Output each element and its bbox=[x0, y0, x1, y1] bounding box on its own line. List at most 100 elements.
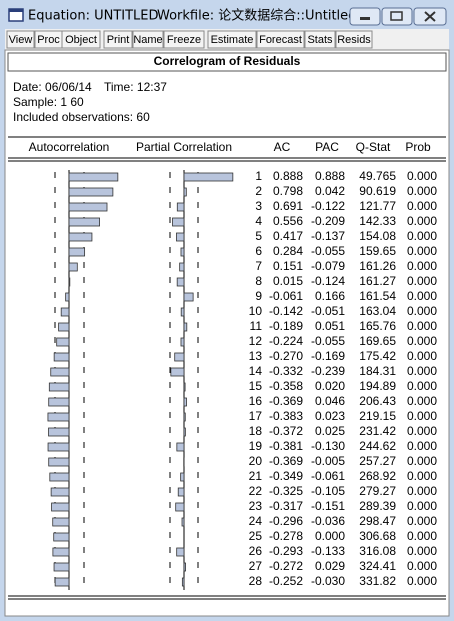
header-box bbox=[7, 52, 447, 72]
pac-bar bbox=[172, 217, 185, 227]
prob: 0.000 bbox=[407, 349, 437, 363]
q-stat: 169.65 bbox=[359, 334, 396, 348]
lag: 24 bbox=[249, 514, 263, 528]
toolbar-button[interactable] bbox=[304, 30, 336, 49]
pac-value: 0.046 bbox=[315, 394, 345, 408]
ac-value: -0.272 bbox=[269, 559, 303, 573]
prob: 0.000 bbox=[407, 454, 437, 468]
toolbar-button[interactable] bbox=[6, 30, 35, 49]
lag: 15 bbox=[249, 379, 263, 393]
pac-value: 0.023 bbox=[315, 409, 345, 423]
toolbar-button[interactable] bbox=[256, 30, 305, 49]
maximize-button[interactable] bbox=[381, 7, 413, 26]
ac-bar bbox=[48, 457, 70, 467]
pac-value: -0.209 bbox=[311, 214, 345, 228]
ac-bar bbox=[60, 307, 70, 317]
prob: 0.000 bbox=[407, 334, 437, 348]
ac-bar bbox=[53, 562, 70, 572]
ac-bar bbox=[47, 412, 70, 422]
toolbar-button-label[interactable]: Estimate bbox=[211, 34, 254, 46]
ac-value: -0.372 bbox=[269, 424, 303, 438]
toolbar-button[interactable] bbox=[132, 30, 164, 49]
pac-bar bbox=[183, 292, 194, 302]
toolbar-button-label[interactable]: View bbox=[9, 34, 33, 46]
q-stat: 165.76 bbox=[359, 319, 396, 333]
header-title: Correlogram of Residuals bbox=[154, 54, 301, 68]
q-stat: 159.65 bbox=[359, 244, 396, 258]
pac-value: 0.042 bbox=[315, 184, 345, 198]
q-stat: 142.33 bbox=[359, 214, 396, 228]
toolbar-button-label[interactable]: Resids bbox=[337, 34, 371, 46]
ac-bar bbox=[68, 247, 86, 257]
pac-bar bbox=[176, 232, 185, 242]
toolbar-button[interactable] bbox=[207, 30, 257, 49]
ac-bar bbox=[54, 577, 70, 587]
ac-value: 0.888 bbox=[273, 169, 303, 183]
pac-bar bbox=[183, 397, 187, 407]
pac-value: -0.133 bbox=[311, 544, 345, 558]
ac-value: -0.270 bbox=[269, 349, 303, 363]
lag: 25 bbox=[249, 529, 263, 543]
pac-bar bbox=[180, 247, 185, 257]
ac-value: 0.015 bbox=[273, 274, 303, 288]
ac-bar bbox=[68, 262, 78, 272]
ac-bar bbox=[58, 322, 70, 332]
pac-value: 0.025 bbox=[315, 424, 345, 438]
toolbar-button[interactable] bbox=[163, 30, 205, 49]
minimize-button[interactable] bbox=[349, 7, 381, 26]
pac-bar bbox=[180, 472, 185, 482]
lag: 3 bbox=[255, 199, 262, 213]
ac-value: -0.325 bbox=[269, 484, 303, 498]
column-header: Prob bbox=[405, 140, 431, 154]
lag: 9 bbox=[255, 289, 262, 303]
prob: 0.000 bbox=[407, 229, 437, 243]
pac-bar bbox=[183, 562, 186, 572]
pac-value: -0.055 bbox=[311, 244, 345, 258]
pac-value: -0.061 bbox=[311, 469, 345, 483]
toolbar-button-label[interactable]: Proc bbox=[37, 34, 60, 46]
toolbar-button[interactable] bbox=[335, 30, 373, 49]
toolbar-button-label[interactable]: Stats bbox=[307, 34, 333, 46]
correlogram-body: Autocorrelation Partial Correlation AC PAC Q… bbox=[29, 140, 438, 588]
toolbar-button-label[interactable]: Forecast bbox=[259, 34, 302, 46]
pac-bar bbox=[181, 517, 185, 527]
info-observations: Included observations: 60 bbox=[13, 110, 150, 124]
ac-value: -0.142 bbox=[269, 304, 303, 318]
toolbar-button-label[interactable]: Object bbox=[65, 34, 97, 46]
toolbar-button-label[interactable]: Print bbox=[107, 34, 130, 46]
ac-value: -0.381 bbox=[269, 439, 303, 453]
toolbar-button-label[interactable]: Freeze bbox=[167, 34, 201, 46]
pac-value: -0.079 bbox=[311, 259, 345, 273]
pac-bar bbox=[180, 307, 185, 317]
lag: 22 bbox=[249, 484, 263, 498]
pac-value: 0.020 bbox=[315, 379, 345, 393]
toolbar-button[interactable] bbox=[61, 30, 101, 49]
lag: 14 bbox=[249, 364, 263, 378]
ac-bar bbox=[48, 382, 70, 392]
toolbar-button[interactable] bbox=[103, 30, 133, 49]
pac-value: -0.030 bbox=[311, 574, 345, 588]
prob: 0.000 bbox=[407, 199, 437, 213]
q-stat: 268.92 bbox=[359, 469, 396, 483]
pac-bar bbox=[177, 487, 185, 497]
pac-bar bbox=[183, 172, 234, 182]
pac-bar bbox=[180, 337, 185, 347]
close-icon bbox=[424, 11, 436, 22]
pac-value: 0.029 bbox=[315, 559, 345, 573]
pac-value: -0.036 bbox=[311, 514, 345, 528]
q-stat: 49.765 bbox=[359, 169, 396, 183]
prob: 0.000 bbox=[407, 274, 437, 288]
lag: 11 bbox=[250, 319, 263, 333]
ac-bar bbox=[53, 352, 70, 362]
pac-bar bbox=[183, 412, 186, 422]
ac-bar bbox=[50, 487, 70, 497]
q-stat: 154.08 bbox=[359, 229, 396, 243]
prob: 0.000 bbox=[407, 394, 437, 408]
toolbar-button-label[interactable]: Name bbox=[133, 34, 162, 46]
ac-bar bbox=[49, 472, 70, 482]
content-area bbox=[4, 49, 450, 617]
ac-value: 0.284 bbox=[273, 244, 303, 258]
ac-bar bbox=[52, 547, 70, 557]
ac-value: -0.278 bbox=[269, 529, 303, 543]
